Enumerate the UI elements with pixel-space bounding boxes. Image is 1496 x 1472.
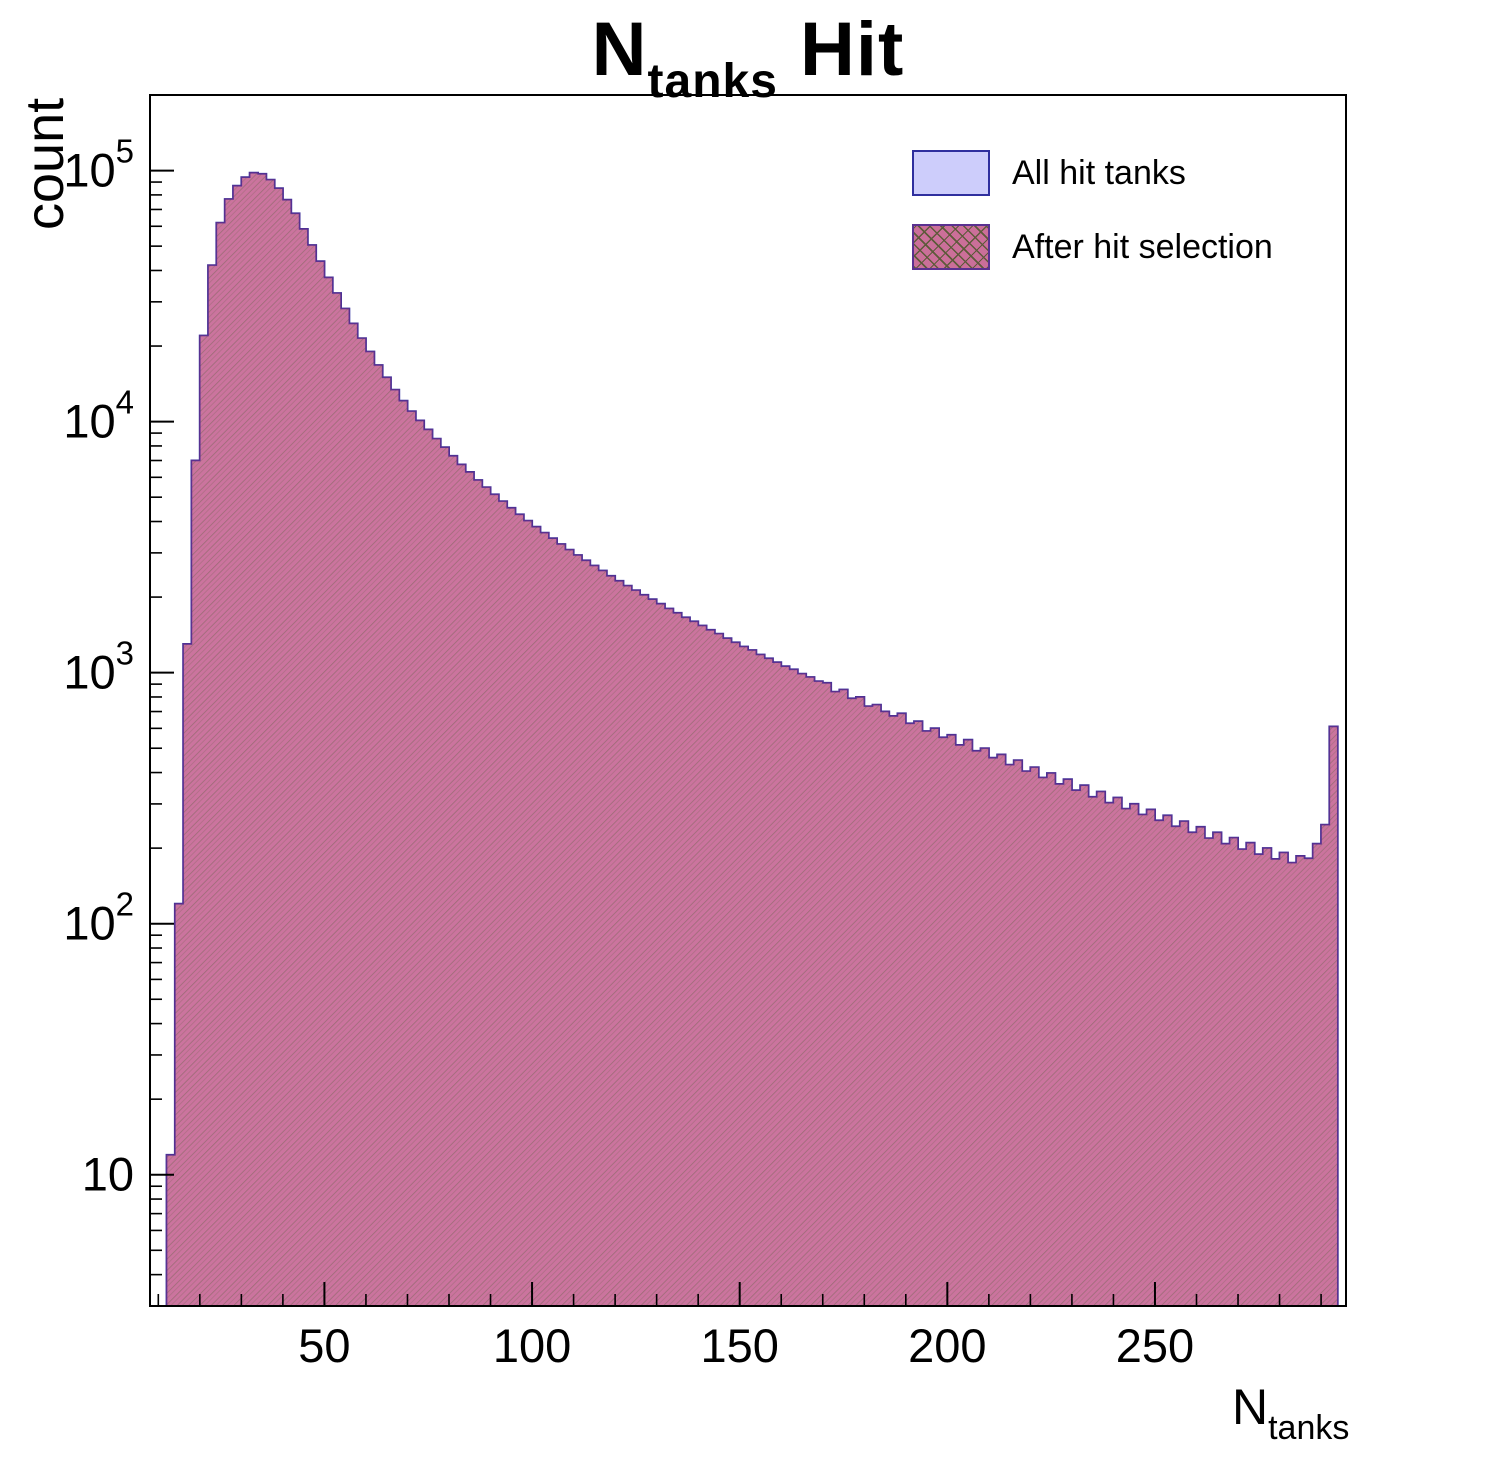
legend-entry-selection: After hit selection [912, 224, 1273, 270]
y-axis: 10 102 103 104 105 [63, 133, 174, 1276]
x-tick-label: 50 [298, 1319, 350, 1372]
title-rest: Hit [777, 7, 905, 92]
x-tick-label: 150 [700, 1319, 778, 1372]
legend: All hit tanks After hit selection [912, 150, 1273, 270]
series-layer [158, 171, 1339, 1306]
plot-frame [149, 94, 1347, 1307]
x-axis-title-n: N [1232, 1379, 1269, 1435]
y-tick-label: 10 [82, 1148, 134, 1201]
page-title: Ntanks Hit [0, 6, 1496, 108]
title-sub: tanks [647, 55, 778, 109]
x-axis: 50 100 150 200 250 [157, 1282, 1322, 1372]
y-tick-label: 103 [63, 635, 134, 699]
y-tick-label: 105 [63, 133, 134, 197]
y-tick-label: 102 [63, 886, 134, 950]
legend-swatch-all-hit-tanks [912, 150, 990, 196]
x-axis-title: Ntanks [1232, 1378, 1350, 1447]
y-axis-title: count [15, 97, 75, 230]
legend-entry-all: All hit tanks [912, 150, 1273, 196]
title-n: N [591, 7, 648, 92]
x-tick-label: 100 [493, 1319, 571, 1372]
x-tick-label: 200 [908, 1319, 986, 1372]
y-tick-label: 104 [63, 384, 134, 448]
series-after-hit-selection [158, 172, 1339, 1306]
axes-layer: 10 102 103 104 105 50 100 150 200 250 [63, 94, 1347, 1372]
x-axis-title-sub: tanks [1268, 1409, 1350, 1447]
legend-swatch-after-hit-selection [912, 224, 990, 270]
legend-label-after-hit-selection: After hit selection [1012, 227, 1273, 266]
legend-label-all-hit-tanks: All hit tanks [1012, 153, 1186, 192]
x-tick-label: 250 [1116, 1319, 1194, 1372]
